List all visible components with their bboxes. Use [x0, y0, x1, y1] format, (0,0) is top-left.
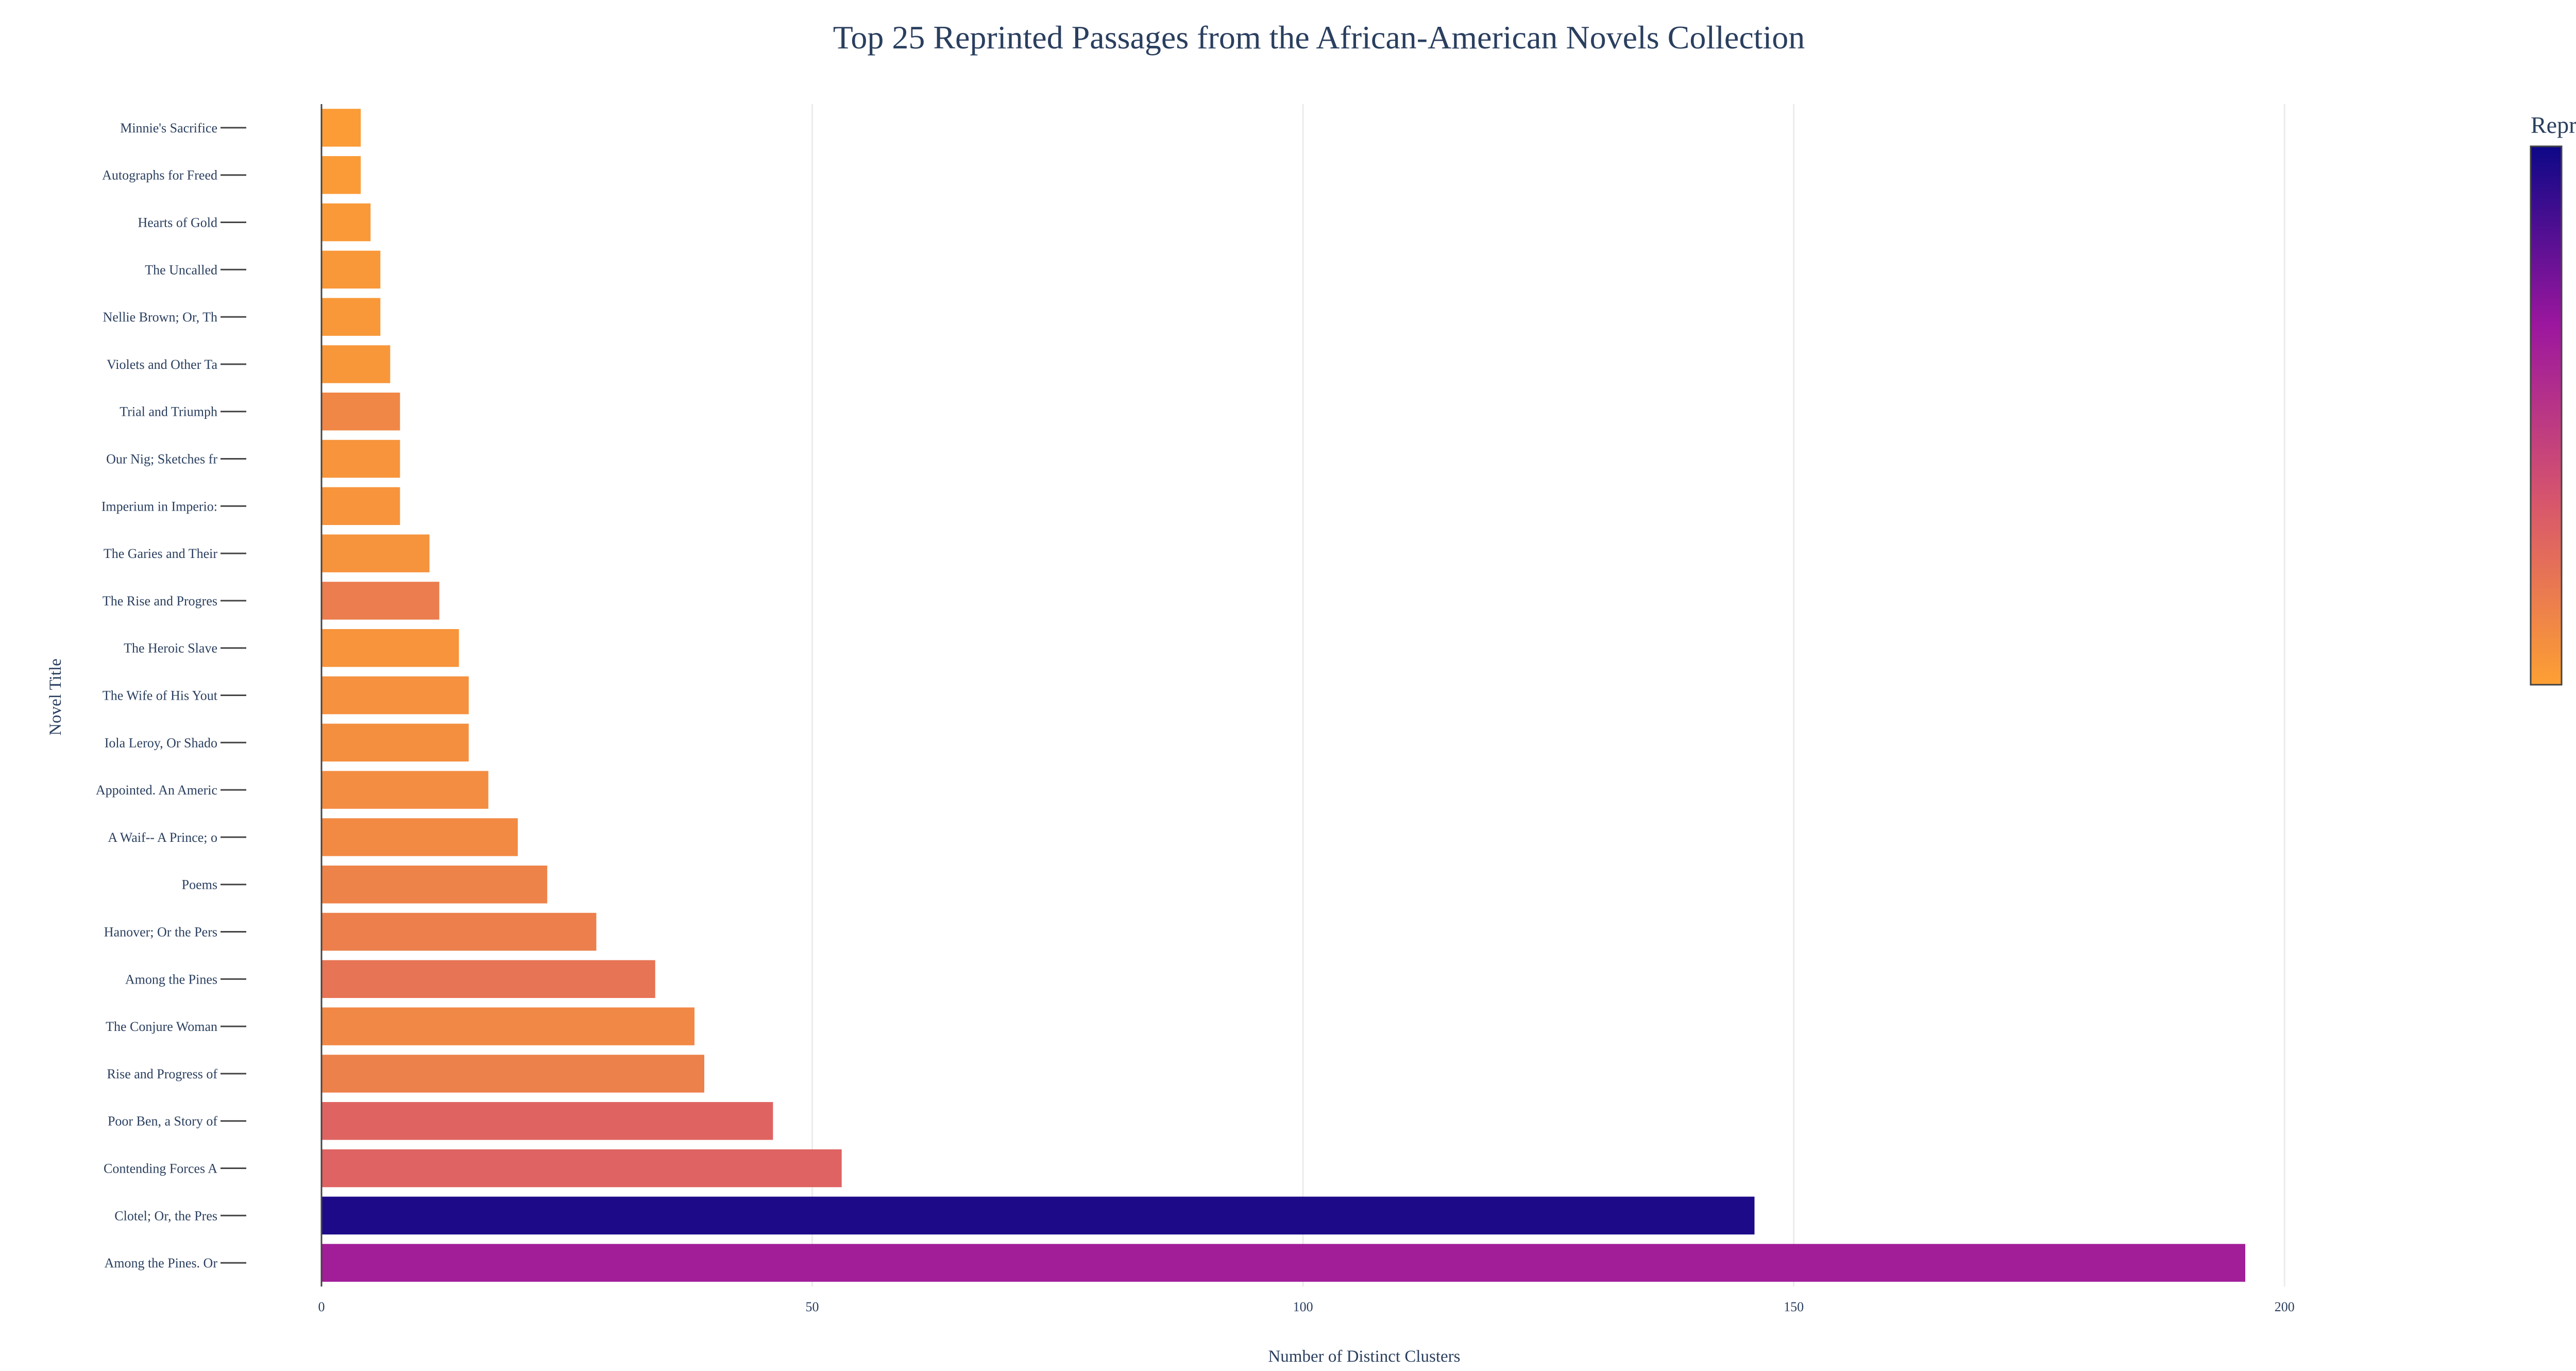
bar[interactable]	[321, 109, 361, 147]
bar[interactable]	[321, 1196, 1755, 1235]
bar[interactable]	[321, 1149, 842, 1188]
y-tick-label: Among the Pines	[125, 972, 217, 987]
bar[interactable]	[321, 534, 430, 572]
bar[interactable]	[321, 1102, 773, 1140]
x-tick-label: 150	[1784, 1299, 1804, 1314]
grid-lines	[811, 104, 2285, 1287]
colorbar: Reprints 100200300400500	[2530, 112, 2576, 686]
y-tick-label: Poor Ben, a Story of	[108, 1114, 217, 1129]
y-tick-label: The Heroic Slave	[124, 641, 217, 656]
x-axis-title: Number of Distinct Clusters	[1268, 1347, 1460, 1366]
bar[interactable]	[321, 629, 459, 667]
bar[interactable]	[321, 1055, 704, 1093]
y-tick-label: Our Nig; Sketches fr	[106, 452, 217, 467]
y-tick-label: Imperium in Imperio:	[101, 499, 217, 514]
y-tick-label: Trial and Triumph	[120, 404, 217, 419]
bar[interactable]	[321, 345, 391, 383]
y-tick-label: Nellie Brown; Or, Th	[103, 310, 217, 325]
y-tick-label: Clotel; Or, the Pres	[114, 1208, 217, 1223]
bar[interactable]	[321, 298, 381, 336]
y-tick-label: Poems	[182, 877, 217, 892]
y-tick-label: The Wife of His Yout	[103, 688, 218, 703]
bar[interactable]	[321, 865, 548, 904]
bar[interactable]	[321, 439, 400, 478]
y-tick-label: Contending Forces A	[104, 1161, 217, 1176]
y-tick-label: Hearts of Gold	[138, 215, 217, 230]
x-tick-label: 0	[318, 1299, 325, 1314]
bar[interactable]	[321, 771, 488, 809]
colorbar-gradient	[2530, 145, 2563, 686]
bar[interactable]	[321, 1007, 694, 1045]
y-tick-labels: Minnie's Sacrifice Autographs for Freed He…	[96, 121, 246, 1271]
x-tick-label: 100	[1293, 1299, 1313, 1314]
bar[interactable]	[321, 818, 518, 856]
bar[interactable]	[321, 960, 655, 998]
bar[interactable]	[321, 1244, 2246, 1282]
x-tick-labels: 0 50 100 150 200	[318, 1299, 2295, 1314]
bar[interactable]	[321, 250, 381, 289]
bar[interactable]	[321, 156, 361, 194]
y-tick-label: Minnie's Sacrifice	[120, 121, 217, 136]
y-tick-label: Iola Leroy, Or Shado	[105, 735, 217, 750]
bars	[321, 109, 2246, 1282]
y-tick-label: Rise and Progress of	[107, 1067, 218, 1081]
y-tick-label: Autographs for Freed	[102, 168, 217, 183]
colorbar-title: Reprints	[2531, 112, 2576, 138]
y-tick-label: The Conjure Woman	[106, 1019, 217, 1034]
y-tick-label: A Waif-- A Prince; o	[108, 830, 217, 845]
y-tick-label: Among the Pines. Or	[104, 1256, 217, 1271]
y-tick-label: Hanover; Or the Pers	[104, 925, 217, 940]
y-tick-label: Appointed. An Americ	[96, 783, 217, 798]
y-tick-label: The Garies and Their	[104, 546, 217, 561]
bar[interactable]	[321, 912, 597, 951]
bar[interactable]	[321, 392, 400, 431]
bar[interactable]	[321, 582, 439, 620]
bar[interactable]	[321, 723, 469, 762]
chart-title: Top 25 Reprinted Passages from the Afric…	[833, 19, 1805, 56]
x-tick-label: 50	[806, 1299, 819, 1314]
y-tick-label: The Uncalled	[145, 262, 217, 277]
bar[interactable]	[321, 487, 400, 526]
y-tick-label: Violets and Other Ta	[107, 357, 217, 372]
x-tick-label: 200	[2275, 1299, 2295, 1314]
y-tick-label: The Rise and Progres	[103, 594, 217, 608]
y-axis-title: Novel Title	[46, 658, 65, 735]
bar[interactable]	[321, 203, 371, 242]
bar[interactable]	[321, 676, 469, 715]
